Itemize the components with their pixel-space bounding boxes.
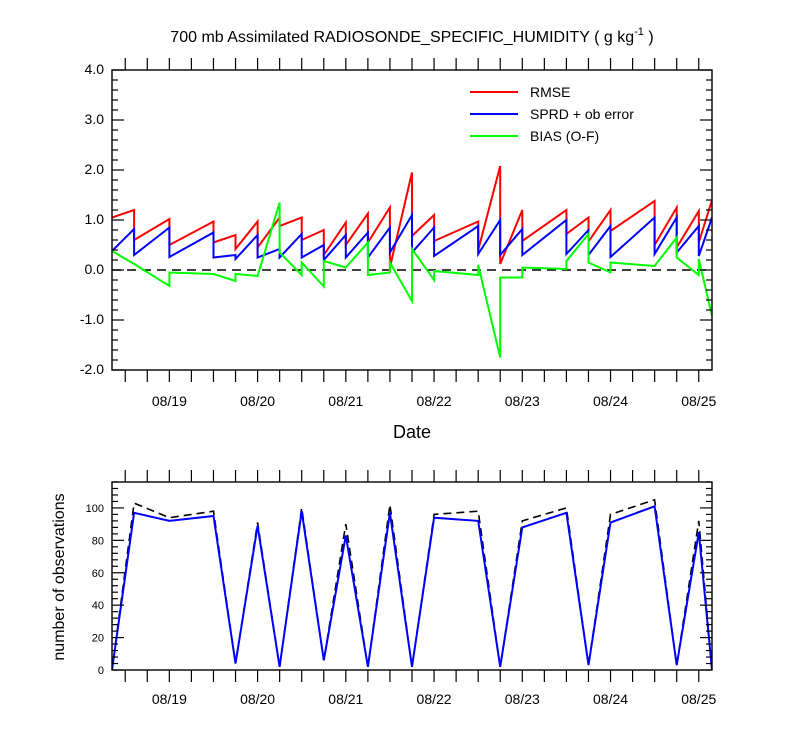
top-panel: 700 mb Assimilated RADIOSONDE_SPECIFIC_H… (80, 26, 717, 442)
y-tick-label: 1.0 (85, 211, 105, 227)
chart-title-end: ) (644, 29, 654, 46)
bottom-plot-area: 100 80 60 40 20 0 08/19 08/20 08/21 08/22 08/23 08/… (86, 470, 716, 707)
y-tick-label: 0 (98, 665, 104, 677)
chart-title-main: 700 mb Assimilated RADIOSONDE_SPECIFIC_H… (170, 29, 634, 46)
series-line-series-2 (112, 504, 712, 670)
series-line-sprd-ob-error (112, 211, 712, 263)
x-axis-label: Date (393, 422, 431, 442)
chart-title-superscript: -1 (634, 26, 644, 38)
x-tick-label: 08/22 (417, 393, 452, 409)
y-tick-label: 3.0 (85, 111, 105, 127)
bottom-panel: 100 80 60 40 20 0 08/19 08/20 08/21 08/22 08/23 08/… (51, 470, 716, 707)
legend-label: RMSE (530, 84, 570, 100)
chart-title: 700 mb Assimilated RADIOSONDE_SPECIFIC_H… (170, 26, 653, 46)
x-tick-label: 08/25 (681, 393, 716, 409)
x-tick-label: 08/23 (505, 691, 540, 707)
y-tick-label: 0.0 (85, 261, 105, 277)
x-tick-label: 08/23 (505, 393, 540, 409)
y-tick-label: -2.0 (80, 361, 104, 377)
y-tick-label: 4.0 (85, 61, 105, 77)
series-line-rmse (112, 165, 712, 268)
y-tick-label: 80 (92, 535, 104, 547)
x-tick-label: 08/24 (593, 393, 628, 409)
x-tick-label: 08/19 (152, 393, 187, 409)
series-line-series-1 (112, 498, 712, 670)
x-tick-label: 08/24 (593, 691, 628, 707)
legend-label: SPRD + ob error (530, 106, 634, 122)
y-tick-label: 60 (92, 568, 104, 580)
y-tick-label: -1.0 (80, 311, 104, 327)
x-tick-label: 08/21 (328, 691, 363, 707)
top-plot-area: 4.0 3.0 2.0 1.0 0.0 -1.0 -2.0 08/19 08/20 08/21 08… (80, 58, 716, 409)
x-tick-label: 08/21 (328, 393, 363, 409)
y-tick-label: 2.0 (85, 161, 105, 177)
x-tick-label: 08/25 (681, 691, 716, 707)
x-tick-label: 08/22 (417, 691, 452, 707)
y-tick-label: 20 (92, 633, 104, 645)
y-tick-label: 100 (86, 503, 104, 515)
y-tick-label: 40 (92, 600, 104, 612)
x-tick-label: 08/19 (152, 691, 187, 707)
x-tick-label: 08/20 (240, 691, 275, 707)
x-tick-label: 08/20 (240, 393, 275, 409)
legend: RMSE SPRD + ob error BIAS (O-F) (470, 84, 634, 144)
y-axis-label-observations: number of observations (51, 493, 68, 660)
series-line-bias-o-f (112, 202, 712, 358)
legend-label: BIAS (O-F) (530, 128, 599, 144)
